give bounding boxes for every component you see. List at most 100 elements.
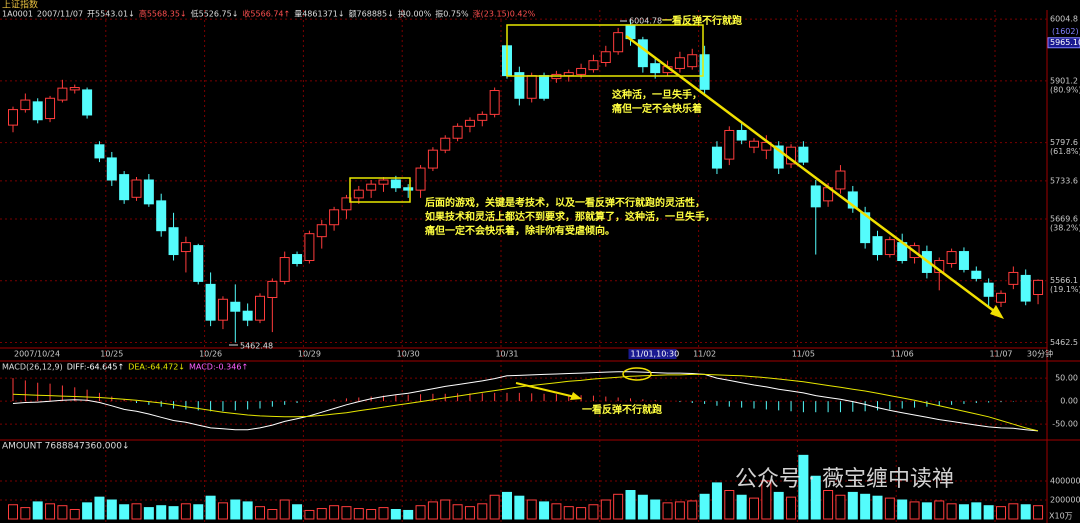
volume-bar: [884, 497, 895, 520]
volume-bar: [576, 507, 587, 520]
volume-bar: [847, 491, 858, 520]
candle-body: [798, 146, 809, 163]
candle-body: [773, 145, 784, 169]
header-item: 2007/11/07: [37, 10, 83, 19]
candle-body: [69, 87, 80, 91]
candle-body: [600, 51, 611, 63]
x-tick-label: 11/05: [792, 350, 815, 359]
volume-bar: [8, 504, 18, 520]
candle-body: [563, 72, 574, 77]
macd-label: DEA:-64.472↓: [128, 363, 185, 372]
candle-body: [674, 57, 685, 69]
x-tick-label: 10/26: [199, 350, 222, 359]
macd-diff-line: [12, 371, 1039, 432]
volume-bar: [897, 499, 908, 520]
volume-bar: [934, 500, 945, 520]
header-item: 低5526.75↓: [191, 9, 239, 19]
y-tick-label: 5797.6: [1050, 138, 1078, 147]
volume-bar: [551, 503, 562, 520]
volume-bar: [514, 495, 525, 520]
annotation: 后面的游戏，关键是考技术，以及一看反弹不行就跑的灵活性，: [425, 196, 705, 209]
volume-bar: [724, 490, 735, 520]
volume-bar: [316, 508, 327, 520]
candle-body: [711, 146, 722, 169]
volume-bar: [761, 480, 772, 520]
header: 1A0001 2007/11/07 开5543.01↓ 高5568.35↓ 低5526.…: [2, 9, 536, 372]
y-tick-label: -50.00: [1052, 420, 1078, 429]
fib-label: (19.1%): [1050, 285, 1080, 294]
header-item: 涨(23.15)0.42%: [473, 9, 536, 19]
volume-bar: [1020, 504, 1031, 520]
candle-body: [971, 270, 982, 279]
candle-body: [749, 140, 759, 148]
candle-body: [983, 282, 994, 297]
candle-body: [477, 113, 488, 121]
volume-bar: [699, 493, 710, 520]
volume-unit: X10万: [1049, 512, 1073, 521]
candle-body: [847, 191, 858, 209]
candle-body: [255, 295, 265, 321]
candle-body: [613, 32, 624, 53]
y-tick-label: 50.00: [1055, 374, 1078, 383]
volume-bar: [798, 454, 809, 520]
volume-bar: [242, 501, 253, 520]
candle-body: [588, 60, 599, 71]
volume-bar: [909, 501, 920, 520]
plot: [8, 19, 1044, 520]
volume-bar: [57, 505, 68, 520]
x-tick-label: 10/25: [100, 350, 123, 359]
header-item: 高5568.35↓: [139, 9, 187, 19]
volume-bar: [205, 495, 216, 520]
volume-bar: [526, 499, 537, 520]
volume-bar: [329, 505, 340, 520]
volume-bar: [168, 506, 179, 520]
volume-bar: [600, 499, 611, 520]
y-tick-label: 5901.2: [1050, 76, 1078, 85]
candle-body: [304, 233, 315, 262]
low-label: 5462.48: [240, 342, 273, 351]
highlight-box: [506, 24, 704, 77]
candle-body: [576, 67, 587, 75]
volume-bar: [773, 491, 784, 520]
annotation: 一看反弹不行就跑: [662, 14, 742, 27]
volume-bar: [403, 509, 414, 520]
volume-bar: [156, 505, 167, 520]
candle-body: [810, 185, 821, 208]
y-tick-label: 6004.8: [1050, 15, 1078, 24]
volume-bar: [958, 504, 969, 520]
grid: 6004.8 5901.2 5797.6 5733.6 5669.6 5566.1 5462…: [0, 10, 1080, 523]
annotation: 痛但一定不会快乐着，除非你有受虐倾向。: [424, 224, 615, 237]
volume-bar: [613, 493, 624, 520]
volume-bar: [946, 503, 957, 520]
y-tick-label: 5733.6: [1050, 176, 1078, 185]
candle-body: [526, 75, 537, 99]
volume-bar: [625, 490, 636, 520]
annotation: 痛但一定不会快乐着: [611, 102, 702, 115]
volume-bar: [477, 503, 488, 520]
x-tick-label: 11/02: [693, 350, 716, 359]
candle-body: [316, 224, 327, 238]
fib-label: (38.2%): [1050, 223, 1080, 232]
candle-body: [20, 99, 31, 111]
volume-bar: [94, 496, 105, 520]
volume-bar: [440, 499, 451, 520]
x-tick-label: 11/07: [989, 350, 1012, 359]
volume-bar: [736, 494, 747, 520]
candle-body: [156, 200, 167, 232]
volume-label: AMOUNT 7688847360.000↓: [2, 442, 130, 452]
candle-body: [415, 167, 426, 191]
x-tick-label: 10/29: [298, 350, 321, 359]
volume-bar: [378, 507, 389, 520]
annotation: 如果技术和灵活上都达不到要求，那就算了，这种活，一旦失手，: [425, 210, 715, 223]
candle-body: [205, 283, 216, 321]
volume-bar: [304, 509, 315, 520]
candle-body: [724, 129, 735, 160]
volume-bar: [749, 497, 759, 520]
volume-bar: [217, 502, 228, 520]
candle-body: [94, 144, 105, 159]
volume-bar: [427, 501, 438, 520]
macd-label: MACD:-0.346↑: [189, 363, 248, 372]
annotation: 这种活，一旦失手，: [612, 88, 702, 101]
y-tick-label: 0.00: [1060, 397, 1078, 406]
candle-body: [242, 310, 253, 321]
